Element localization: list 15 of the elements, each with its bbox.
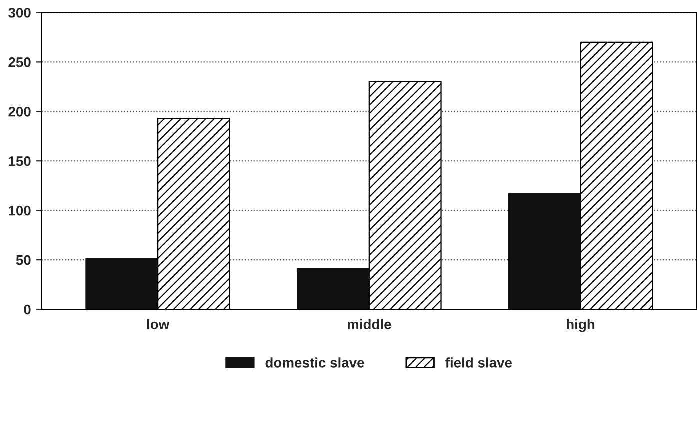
bar — [86, 258, 159, 310]
legend-label: field slave — [446, 358, 512, 368]
bar — [296, 268, 370, 310]
y-tick-label: 100 — [9, 206, 31, 216]
y-tick-label: 50 — [16, 255, 31, 266]
x-tick-label: high — [567, 319, 595, 332]
y-tick-label: 300 — [8, 8, 31, 18]
y-tick-label: 150 — [9, 156, 31, 166]
y-tick-label: 0 — [24, 304, 31, 315]
y-tick-label: 250 — [8, 58, 31, 68]
x-tick-label: low — [147, 319, 170, 330]
y-tick-label: 200 — [8, 106, 31, 117]
bar — [508, 193, 582, 310]
x-tick-label: middle — [348, 319, 392, 330]
legend-label: domestic slave — [266, 358, 364, 368]
